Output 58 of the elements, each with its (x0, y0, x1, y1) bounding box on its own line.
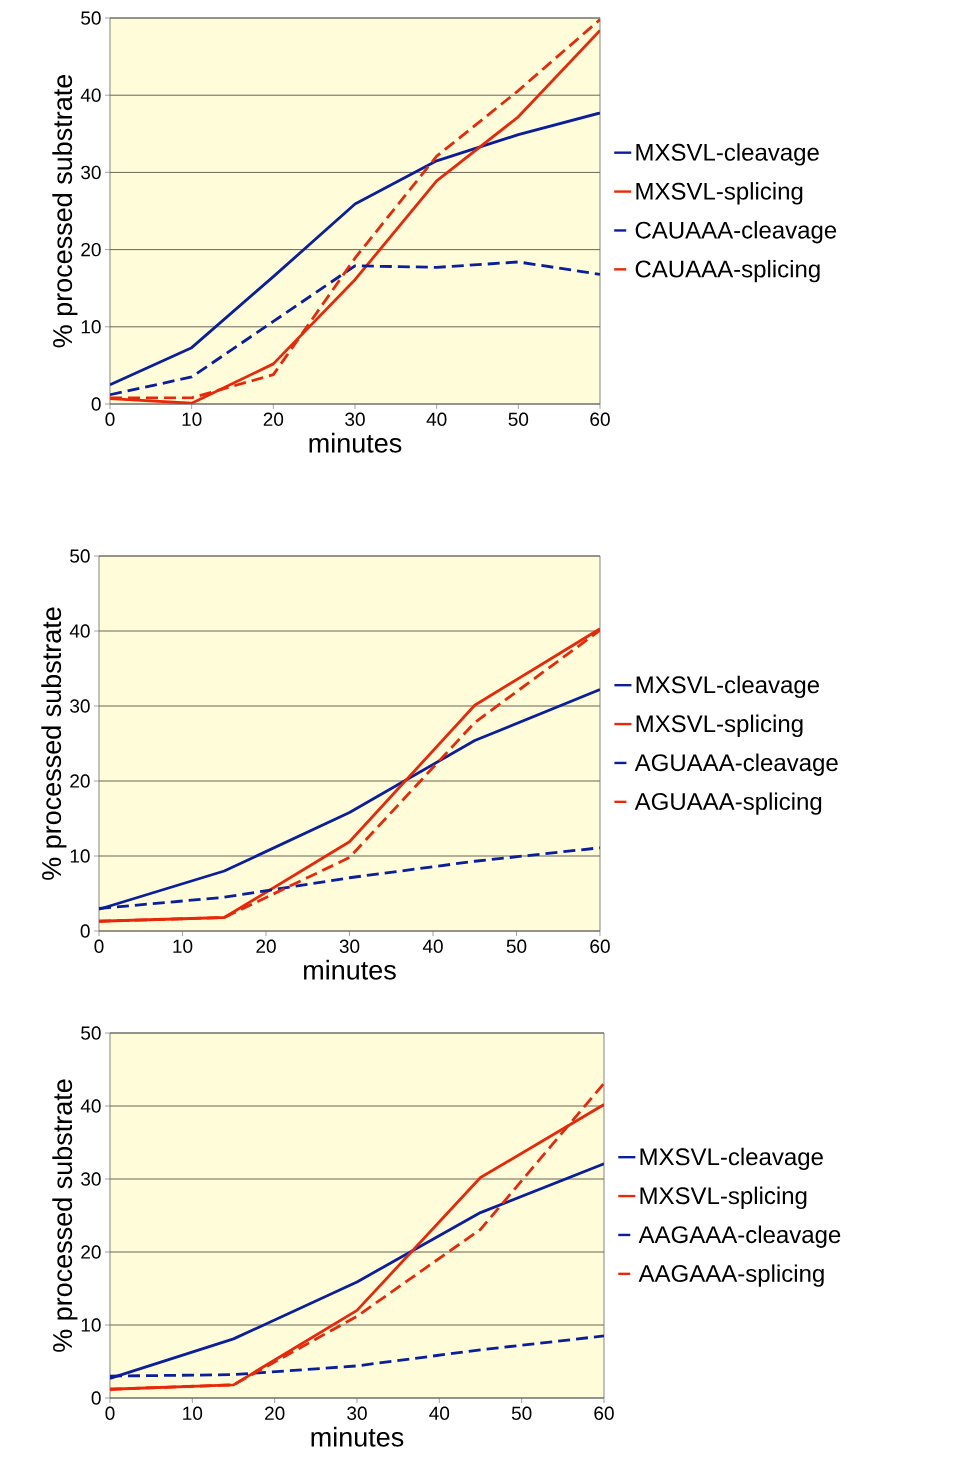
x-axis-title: minutes (309, 432, 402, 453)
legend-label: AAGAAA-cleavage (638, 1225, 841, 1248)
legend-label: MXSVL-splicing (636, 182, 803, 205)
x-tick-label: 30 (345, 412, 365, 426)
legend-label: MXSVL-cleavage (636, 675, 820, 699)
x-tick-label: 40 (422, 939, 443, 953)
legend-label: AAGAAA-splicing (638, 1264, 824, 1287)
x-tick-label: 60 (590, 412, 610, 426)
y-tick-label: 40 (80, 1099, 101, 1113)
x-tick-label: 50 (508, 412, 529, 426)
x-tick-label: 60 (590, 939, 610, 953)
y-tick-label: 50 (81, 11, 101, 25)
y-tick-label: 50 (81, 1026, 101, 1040)
legend-label: MXSVL-splicing (636, 714, 803, 737)
x-tick-label: 20 (263, 412, 284, 426)
x-tick-label: 10 (183, 1406, 203, 1420)
x-tick-label: 50 (511, 1406, 532, 1420)
y-tick-label: 30 (81, 165, 101, 180)
x-tick-label: 20 (265, 1406, 285, 1420)
legend-label: CAUAAA-cleavage (635, 221, 837, 244)
y-tick-label: 20 (81, 242, 101, 257)
legend-label: MXSVL-splicing (640, 1186, 807, 1209)
y-tick-label: 40 (80, 88, 101, 102)
y-axis-title: % processed substrate (52, 74, 78, 348)
y-tick-label: 50 (70, 549, 90, 563)
y-tick-label: 10 (81, 1318, 101, 1332)
y-tick-label: 30 (81, 1172, 101, 1186)
legend-label: AGUAAA-cleavage (634, 753, 838, 776)
x-axis-title: minutes (304, 959, 396, 980)
y-tick-label: 30 (70, 699, 90, 713)
x-tick-label: 10 (182, 412, 202, 426)
x-axis-title: minutes (311, 1426, 404, 1447)
y-tick-label: 0 (91, 1391, 101, 1405)
x-tick-label: 40 (429, 1406, 450, 1420)
y-tick-label: 10 (70, 849, 90, 863)
x-tick-label: 0 (105, 412, 115, 426)
x-tick-label: 30 (347, 1406, 367, 1420)
line-series (110, 260, 600, 397)
y-tick-label: 0 (91, 397, 101, 411)
x-tick-label: 40 (426, 412, 447, 426)
legend-label: CAUAAA-splicing (635, 259, 820, 283)
y-axis-title: % processed substrate (52, 1079, 78, 1352)
x-tick-label: 30 (339, 939, 360, 953)
line-series (110, 111, 600, 387)
y-tick-label: 0 (80, 924, 90, 938)
legend-label: MXSVL-cleavage (636, 143, 819, 166)
y-tick-label: 10 (81, 320, 101, 334)
legend-label: AGUAAA-splicing (634, 792, 822, 815)
x-tick-label: 50 (506, 939, 527, 953)
x-tick-label: 0 (105, 1406, 115, 1420)
x-tick-label: 60 (594, 1406, 614, 1420)
x-tick-label: 10 (173, 939, 193, 953)
y-tick-label: 20 (70, 774, 90, 788)
y-tick-label: 40 (69, 624, 90, 638)
y-tick-label: 20 (81, 1245, 101, 1259)
legend-label: MXSVL-cleavage (640, 1147, 823, 1171)
x-tick-label: 20 (256, 939, 276, 953)
y-axis-title: % processed substrate (41, 607, 67, 880)
